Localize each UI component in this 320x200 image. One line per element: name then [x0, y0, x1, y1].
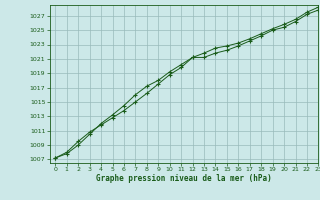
X-axis label: Graphe pression niveau de la mer (hPa): Graphe pression niveau de la mer (hPa)	[96, 174, 272, 183]
